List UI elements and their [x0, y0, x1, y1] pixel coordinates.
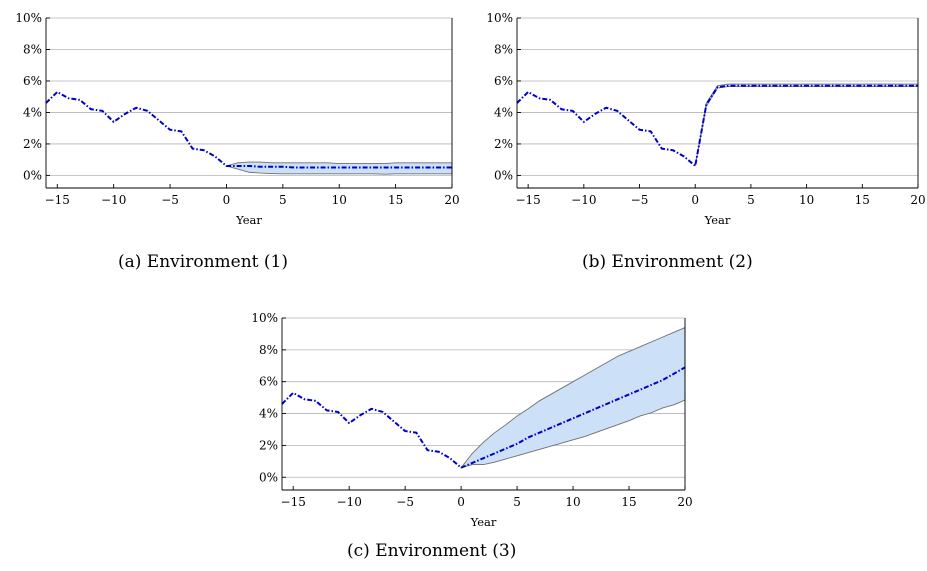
chart-c-x-axis-label: Year — [470, 515, 497, 529]
chart-a-y-tick-label: 4% — [23, 105, 42, 119]
chart-a-x-tick-label: −5 — [161, 193, 179, 207]
chart-c-y-tick-label: 4% — [259, 407, 278, 421]
chart-a-y-tick-label: 6% — [23, 74, 42, 88]
chart-b-y-tick-label: 2% — [494, 137, 513, 151]
chart-a-x-tick-label: 5 — [279, 193, 287, 207]
chart-c-x-tick-label: −15 — [281, 495, 306, 509]
chart-a-x-tick-label: 0 — [223, 193, 231, 207]
chart-a-y-tick-label: 0% — [23, 168, 42, 182]
chart-b-x-tick-label: 15 — [855, 193, 870, 207]
chart-b-x-tick-label: 0 — [691, 193, 699, 207]
chart-c-series-line — [281, 366, 686, 469]
chart-b-x-tick-label: −5 — [631, 193, 649, 207]
chart-c-svg: 0% 2% 4% 6% 8% 10% −15 −10 −5 0 5 10 15 20 Year — [251, 311, 692, 529]
chart-c-x-tick-label: 0 — [457, 495, 465, 509]
chart-c-x-tick-label: 20 — [677, 495, 692, 509]
chart-c-confidence-band — [459, 326, 686, 469]
chart-a-y-tick-label: 10% — [15, 11, 42, 25]
chart-a-series-line — [45, 90, 452, 169]
chart-c-x-tick-label: 5 — [513, 495, 521, 509]
chart-b-y-tick-label: 0% — [494, 168, 513, 182]
chart-b-x-tick-label: 5 — [747, 193, 755, 207]
chart-b-x-tick-label: −10 — [571, 193, 596, 207]
chart-panel-b: 0% 2% 4% 6% 8% 10% −15 −10 −5 0 5 10 15 20 Year — [463, 0, 927, 240]
chart-c-y-tick-label: 2% — [259, 438, 278, 452]
chart-panel-c: 0% 2% 4% 6% 8% 10% −15 −10 −5 0 5 10 15 20 Year — [232, 298, 702, 538]
chart-a-x-axis-label: Year — [235, 213, 262, 227]
caption-c: (c) Environment (3) — [347, 541, 517, 561]
chart-b-series-line — [516, 84, 918, 167]
caption-a: (a) Environment (1) — [118, 252, 288, 272]
caption-b: (b) Environment (2) — [582, 252, 753, 272]
chart-c-x-tick-label: −10 — [337, 495, 362, 509]
chart-a-x-tick-label: −10 — [101, 193, 126, 207]
chart-b-y-tick-label: 6% — [494, 74, 513, 88]
chart-a-x-tick-label: 10 — [332, 193, 347, 207]
chart-a-y-tick-label: 2% — [23, 137, 42, 151]
chart-c-y-tick-label: 0% — [259, 470, 278, 484]
chart-panel-a: 0% 2% 4% 6% 8% 10% −15 −10 −5 0 5 10 15 20 Year — [0, 0, 470, 240]
chart-c-x-tick-label: 10 — [565, 495, 580, 509]
chart-a-x-tick-label: 20 — [444, 193, 459, 207]
chart-c-x-tick-label: 15 — [621, 495, 636, 509]
chart-b-x-tick-label: −15 — [515, 193, 540, 207]
chart-b-x-tick-label: 20 — [910, 193, 925, 207]
chart-a-x-tick-label: −15 — [45, 193, 70, 207]
chart-b-svg: 0% 2% 4% 6% 8% 10% −15 −10 −5 0 5 10 15 20 Year — [486, 11, 925, 227]
chart-a-x-tick-label: 15 — [388, 193, 403, 207]
chart-a-y-tick-label: 8% — [23, 42, 42, 56]
chart-b-x-axis-label: Year — [704, 213, 731, 227]
chart-b-x-tick-label: 10 — [799, 193, 814, 207]
chart-b-confidence-band — [694, 83, 919, 167]
chart-b-y-tick-label: 10% — [486, 11, 513, 25]
chart-a-svg: 0% 2% 4% 6% 8% 10% −15 −10 −5 0 5 10 15 20 Year — [15, 11, 459, 227]
chart-c-y-tick-label: 8% — [259, 343, 278, 357]
chart-c-y-tick-label: 6% — [259, 375, 278, 389]
chart-c-x-tick-label: −5 — [396, 495, 414, 509]
chart-c-y-tick-label: 10% — [251, 311, 278, 325]
chart-b-y-tick-label: 4% — [494, 105, 513, 119]
chart-b-y-tick-label: 8% — [494, 42, 513, 56]
